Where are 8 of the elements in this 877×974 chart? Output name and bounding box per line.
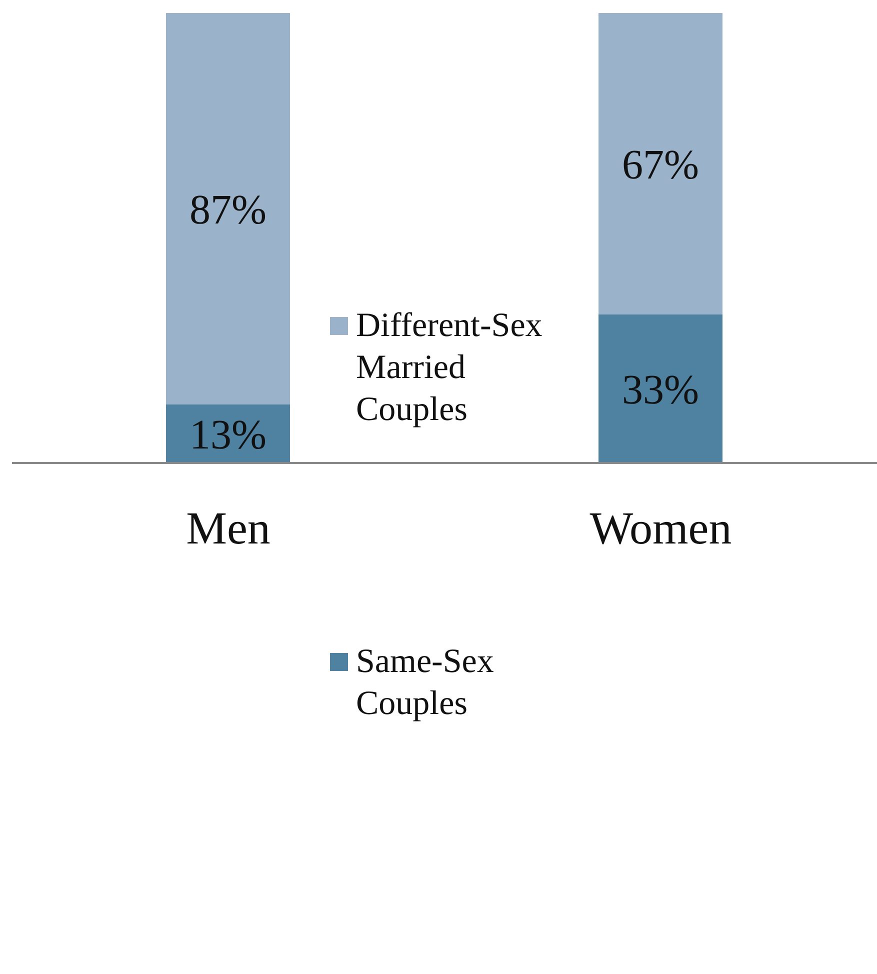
data-label: 67% bbox=[622, 142, 699, 189]
legend-label: Same-Sex Couples bbox=[356, 642, 495, 724]
x-tick-label: Women bbox=[590, 502, 732, 554]
legend-label: Different-Sex Married Couples bbox=[356, 306, 544, 430]
x-tick-label: Men bbox=[186, 502, 270, 554]
data-label: 13% bbox=[190, 412, 266, 459]
data-label: 33% bbox=[622, 368, 699, 414]
data-label: 87% bbox=[190, 188, 266, 234]
